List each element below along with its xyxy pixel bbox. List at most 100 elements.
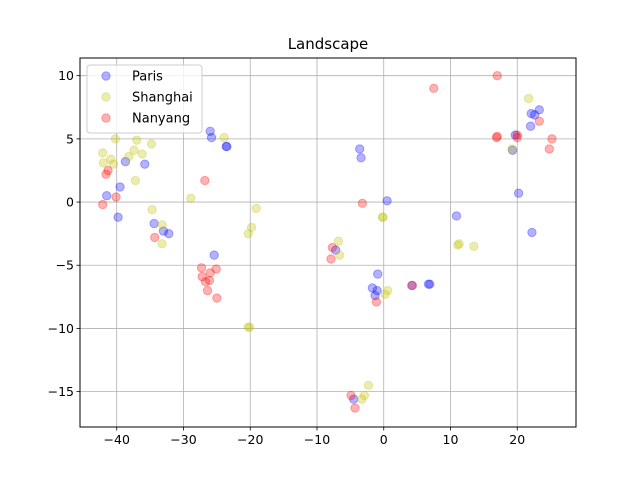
data-point xyxy=(380,289,390,300)
series-shanghai xyxy=(97,93,534,404)
legend-label: Shanghai xyxy=(132,91,193,106)
data-point xyxy=(212,293,222,303)
data-point xyxy=(157,220,167,230)
chart-title: Landscape xyxy=(288,35,369,53)
data-point xyxy=(221,141,231,152)
data-point xyxy=(150,232,160,243)
data-point xyxy=(205,268,215,278)
data-point xyxy=(346,390,356,401)
data-point xyxy=(158,226,169,236)
data-point xyxy=(378,212,388,222)
data-point xyxy=(140,159,150,169)
data-point xyxy=(204,275,215,286)
data-point xyxy=(407,280,418,291)
x-tick-label: −20 xyxy=(237,432,263,447)
data-point xyxy=(106,154,116,164)
data-point xyxy=(357,394,367,404)
data-point xyxy=(243,228,253,239)
data-point xyxy=(547,134,557,144)
data-point xyxy=(243,322,253,332)
data-point xyxy=(149,218,159,229)
data-point xyxy=(146,139,157,149)
data-point xyxy=(407,280,417,291)
data-point xyxy=(453,240,463,250)
data-point xyxy=(130,175,141,186)
data-point xyxy=(164,228,174,239)
data-point xyxy=(370,290,380,301)
y-tick-label: −15 xyxy=(48,384,74,399)
data-point xyxy=(102,191,112,201)
x-tick-label: 10 xyxy=(443,432,459,447)
data-point xyxy=(350,403,360,413)
axis-ticks: −40 −30 −20 −10 0 10 20 −15 −10 −5 0 5 10 xyxy=(48,68,526,447)
data-point xyxy=(120,156,131,167)
data-point xyxy=(371,297,382,307)
data-point xyxy=(544,144,554,154)
grid xyxy=(80,58,576,427)
data-point xyxy=(200,175,210,186)
data-point xyxy=(451,211,462,221)
y-tick-label: −10 xyxy=(48,321,74,336)
data-point xyxy=(373,269,383,279)
legend-marker xyxy=(101,71,111,81)
data-point xyxy=(377,212,388,222)
data-point xyxy=(357,198,368,209)
legend-marker xyxy=(101,92,111,102)
data-points xyxy=(97,70,557,413)
data-point xyxy=(129,145,139,155)
data-point xyxy=(367,283,378,293)
data-point xyxy=(206,132,217,143)
data-point xyxy=(246,222,257,233)
data-point xyxy=(124,151,134,162)
data-point xyxy=(356,153,366,163)
data-point xyxy=(512,132,522,143)
data-point xyxy=(132,135,142,145)
data-point xyxy=(101,169,111,179)
y-tick-label: 0 xyxy=(66,195,74,210)
data-point xyxy=(526,108,536,119)
data-point xyxy=(202,285,213,296)
x-tick-label: −30 xyxy=(170,432,196,447)
legend-label: Paris xyxy=(132,70,163,85)
legend-marker xyxy=(101,113,111,123)
data-point xyxy=(349,394,359,404)
data-point xyxy=(491,132,502,143)
data-point xyxy=(334,250,345,260)
data-point xyxy=(244,322,255,332)
data-point xyxy=(523,93,534,104)
data-point xyxy=(492,131,502,142)
data-point xyxy=(111,192,121,202)
y-tick-label: 5 xyxy=(66,131,74,146)
data-point xyxy=(330,245,341,255)
data-point xyxy=(492,70,502,81)
data-point xyxy=(507,145,518,155)
data-point xyxy=(108,159,119,169)
data-point xyxy=(372,285,382,296)
data-point xyxy=(211,264,221,274)
data-point xyxy=(423,279,434,289)
legend-box xyxy=(86,64,203,134)
data-point xyxy=(137,149,147,159)
data-point xyxy=(103,165,113,176)
data-point xyxy=(209,250,219,260)
y-tick-label: 10 xyxy=(58,68,74,83)
series-paris xyxy=(102,105,544,404)
data-point xyxy=(529,110,540,120)
data-point xyxy=(534,105,544,115)
data-point xyxy=(507,144,517,154)
data-point xyxy=(200,276,211,287)
data-point xyxy=(113,212,123,222)
data-point xyxy=(196,263,207,273)
data-point xyxy=(251,203,261,214)
data-point xyxy=(147,204,157,215)
data-point xyxy=(355,144,365,154)
data-point xyxy=(527,227,537,238)
data-point xyxy=(97,199,108,210)
data-point xyxy=(525,121,536,131)
data-point xyxy=(327,242,338,253)
data-point xyxy=(205,126,215,136)
data-point xyxy=(534,116,544,126)
data-point xyxy=(425,279,435,289)
data-point xyxy=(115,182,125,192)
